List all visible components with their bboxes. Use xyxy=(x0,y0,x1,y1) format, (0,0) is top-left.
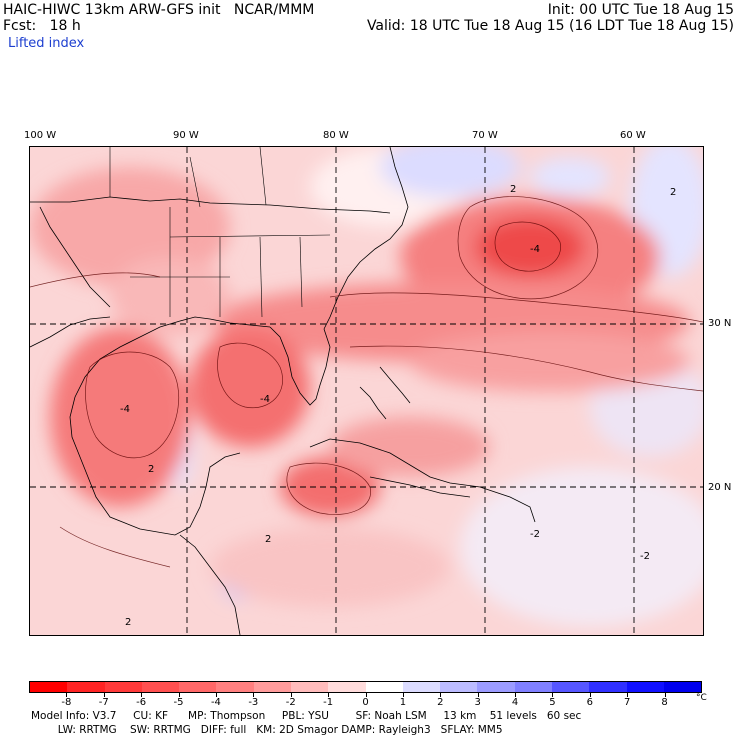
lon-label-90w: 90 W xyxy=(173,130,199,141)
colorbar-tick xyxy=(627,693,629,697)
graticule xyxy=(30,147,703,635)
colorbar-label: -6 xyxy=(136,697,147,708)
contour-label: -4 xyxy=(260,394,270,405)
colorbar-segment xyxy=(402,682,441,692)
contour-label: 2 xyxy=(125,617,131,628)
colorbar-segment xyxy=(141,682,180,692)
colorbar-segment xyxy=(365,682,403,692)
contour-label: -4 xyxy=(530,244,540,255)
colorbar-segment xyxy=(328,682,366,692)
colorbar-tick xyxy=(66,693,68,697)
colorbar-label: 8 xyxy=(661,697,668,708)
colorbar-tick xyxy=(178,693,180,697)
colorbar-label: 6 xyxy=(586,697,594,708)
state-borders xyxy=(109,147,331,318)
colorbar-tick xyxy=(515,693,517,697)
colorbar-tick xyxy=(365,693,367,697)
contour-label: -4 xyxy=(120,404,130,415)
lat-label-30n: 30 N xyxy=(708,318,732,329)
colorbar-tick xyxy=(402,693,404,697)
colorbar-segment xyxy=(440,682,478,692)
colorbar-label: -8 xyxy=(61,697,72,708)
colorbar-segment xyxy=(179,682,217,692)
colorbar-tick xyxy=(103,693,105,697)
colorbar-label: 2 xyxy=(437,697,444,708)
colorbar-label: 3 xyxy=(474,697,481,708)
contour-label: 2 xyxy=(670,187,676,198)
forecast-hour: Fcst: 18 h xyxy=(3,18,81,34)
colorbar-label: -1 xyxy=(323,697,334,708)
colorbar-label: -5 xyxy=(173,697,184,708)
contours xyxy=(30,196,703,568)
colorbar-segment xyxy=(290,682,329,692)
colorbar-tick xyxy=(215,693,217,697)
colorbar-tick xyxy=(440,693,442,697)
contour-label-group: 2 2 2 -2 -2 -4 -4 -4 2 2 xyxy=(120,184,676,628)
colorbar-segment xyxy=(514,682,552,692)
init-time: Init: 00 UTC Tue 18 Aug 15 xyxy=(547,2,734,18)
colorbar-segment xyxy=(663,682,702,692)
lifted-index-map: 2 2 2 -2 -2 -4 -4 -4 2 2 xyxy=(29,146,704,636)
colorbar-label: 7 xyxy=(624,697,631,708)
colorbar-segment xyxy=(626,682,664,692)
colorbar-segment xyxy=(104,682,142,692)
field-shading xyxy=(30,147,703,627)
lon-label-60w: 60 W xyxy=(620,130,646,141)
colorbar-tick xyxy=(477,693,479,697)
model-info-line1: Model Info: V3.7 CU: KF MP: Thompson PBL… xyxy=(31,710,582,722)
colorbar-label: 5 xyxy=(549,697,556,708)
lat-label-20n: 20 N xyxy=(708,482,732,493)
colorbar-tick xyxy=(552,693,554,697)
colorbar-segment xyxy=(253,682,291,692)
colorbar-segment xyxy=(477,682,515,692)
colorbar-segment xyxy=(30,682,68,692)
colorbar-tick xyxy=(290,693,292,697)
colorbar-label: -2 xyxy=(285,697,296,708)
colorbar-tick xyxy=(328,693,330,697)
colorbar-tick xyxy=(664,693,666,697)
colorbar-label: -3 xyxy=(248,697,259,708)
colorbar-segment xyxy=(589,682,627,692)
valid-time: Valid: 18 UTC Tue 18 Aug 15 (16 LDT Tue … xyxy=(366,18,734,34)
contour-label: -2 xyxy=(640,551,650,562)
colorbar-segment xyxy=(551,682,590,692)
lon-label-80w: 80 W xyxy=(323,130,349,141)
colorbar xyxy=(29,681,702,693)
lon-label-70w: 70 W xyxy=(472,130,498,141)
colorbar-segment xyxy=(67,682,105,692)
lon-label-100w: 100 W xyxy=(24,130,57,141)
colorbar-label: 1 xyxy=(399,697,407,708)
colorbar-label: -7 xyxy=(98,697,109,708)
colorbar-tick xyxy=(589,693,591,697)
map-canvas: 2 2 2 -2 -2 -4 -4 -4 2 2 xyxy=(30,147,703,635)
colorbar-label: 4 xyxy=(511,697,519,708)
contour-label: 2 xyxy=(265,534,271,545)
field-name: Lifted index xyxy=(8,36,85,51)
colorbar-label: 0 xyxy=(362,697,369,708)
coastlines xyxy=(30,147,536,635)
contour-label: -2 xyxy=(530,529,540,540)
contour-label: 2 xyxy=(148,464,154,475)
colorbar-unit: °C xyxy=(696,693,707,703)
colorbar-label: -4 xyxy=(210,697,221,708)
model-info-line2: LW: RRTMG SW: RRTMG DIFF: full KM: 2D Sm… xyxy=(31,724,503,736)
colorbar-tick xyxy=(141,693,143,697)
header-title: HAIC-HIWC 13km ARW-GFS init NCAR/MMM xyxy=(3,2,315,18)
colorbar-tick xyxy=(253,693,255,697)
colorbar-segment xyxy=(216,682,254,692)
contour-label: 2 xyxy=(510,184,516,195)
